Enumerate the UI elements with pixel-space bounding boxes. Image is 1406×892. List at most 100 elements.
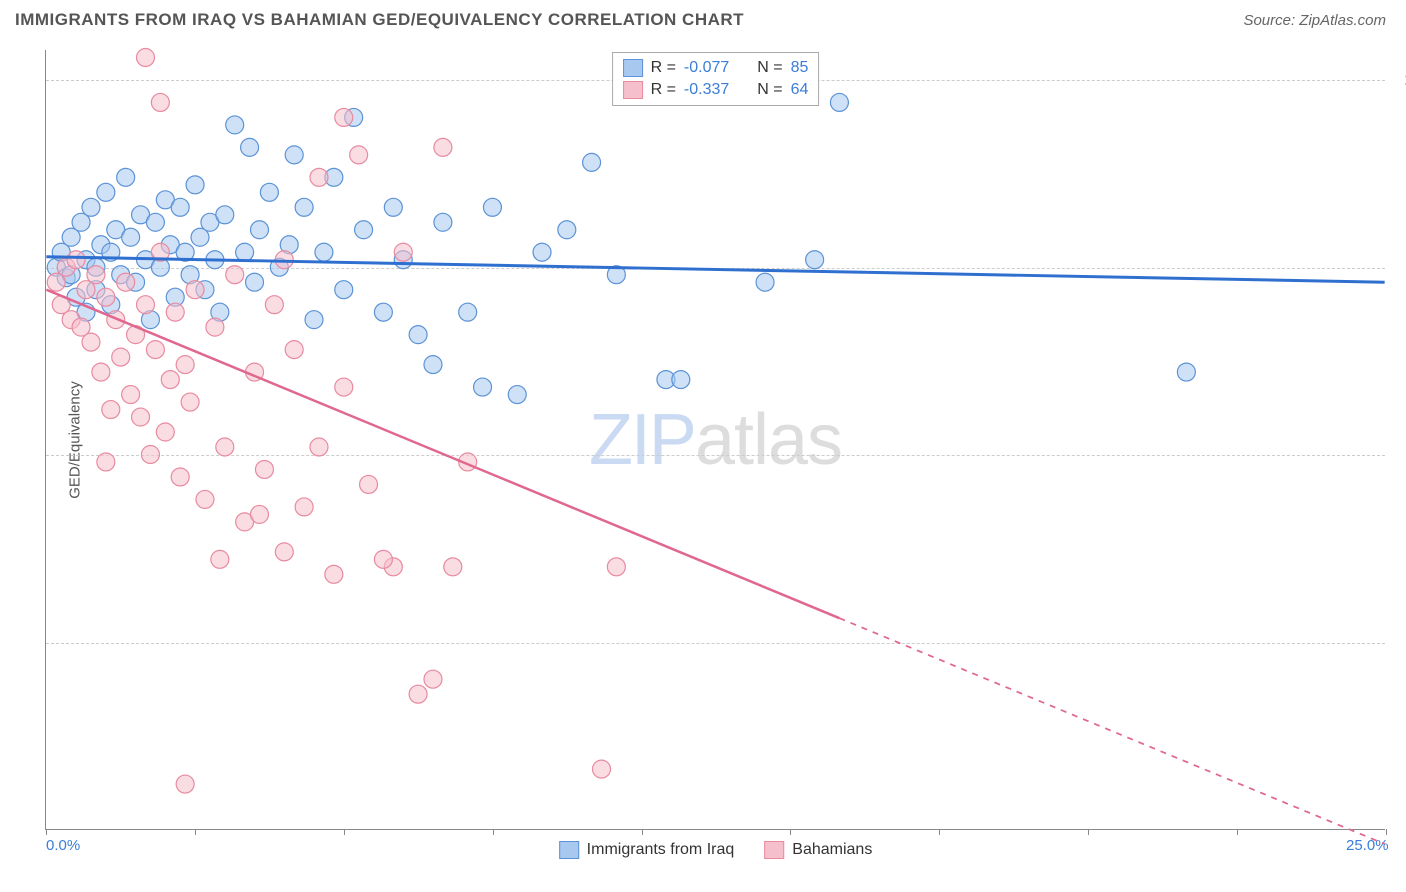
data-point xyxy=(265,296,283,314)
stats-legend-row: R = -0.337 N = 64 xyxy=(623,79,809,101)
data-point xyxy=(275,543,293,561)
data-point xyxy=(409,326,427,344)
data-point xyxy=(474,378,492,396)
data-point xyxy=(350,146,368,164)
data-point xyxy=(424,356,442,374)
legend-swatch xyxy=(559,841,579,859)
stat-r-value: -0.077 xyxy=(684,59,729,77)
data-point xyxy=(756,273,774,291)
data-point xyxy=(241,138,259,156)
data-point xyxy=(146,341,164,359)
data-point xyxy=(161,371,179,389)
x-tick-mark xyxy=(493,829,494,835)
stats-legend-row: R =-0.077N =85 xyxy=(623,57,809,79)
data-point xyxy=(186,281,204,299)
x-tick-mark xyxy=(195,829,196,835)
x-tick-mark xyxy=(939,829,940,835)
data-point xyxy=(166,303,184,321)
data-point xyxy=(137,49,155,67)
data-point xyxy=(335,378,353,396)
data-point xyxy=(295,198,313,216)
data-point xyxy=(394,243,412,261)
data-point xyxy=(246,273,264,291)
series-legend-item: Immigrants from Iraq xyxy=(559,841,735,859)
chart-title: IMMIGRANTS FROM IRAQ VS BAHAMIAN GED/EQU… xyxy=(15,10,744,30)
data-point xyxy=(97,453,115,471)
data-point xyxy=(285,341,303,359)
data-point xyxy=(102,401,120,419)
data-point xyxy=(122,386,140,404)
data-point xyxy=(508,386,526,404)
x-tick-mark xyxy=(344,829,345,835)
y-tick-label: 62.5% xyxy=(1395,634,1406,651)
y-tick-label: 100.0% xyxy=(1395,72,1406,89)
data-point xyxy=(176,775,194,793)
data-point xyxy=(260,183,278,201)
stat-r-value: -0.337 xyxy=(684,81,729,99)
data-point xyxy=(384,198,402,216)
x-tick-mark xyxy=(1386,829,1387,835)
data-point xyxy=(181,393,199,411)
source-label: Source: ZipAtlas.com xyxy=(1243,12,1386,29)
data-point xyxy=(424,670,442,688)
data-point xyxy=(533,243,551,261)
data-point xyxy=(226,116,244,134)
x-tick-mark xyxy=(642,829,643,835)
data-point xyxy=(156,423,174,441)
data-point xyxy=(251,505,269,523)
data-point xyxy=(97,288,115,306)
data-point xyxy=(335,108,353,126)
data-point xyxy=(216,438,234,456)
data-point xyxy=(82,333,100,351)
stat-r-label: R = xyxy=(651,81,676,99)
data-point xyxy=(335,281,353,299)
data-point xyxy=(97,183,115,201)
data-point xyxy=(82,198,100,216)
data-point xyxy=(374,550,392,568)
data-point xyxy=(92,363,110,381)
series-legend-item: Bahamians xyxy=(764,841,872,859)
data-point xyxy=(806,251,824,269)
data-point xyxy=(593,760,611,778)
chart-area: GED/Equivalency ZIPatlas 62.5%75.0%87.5%… xyxy=(45,50,1385,830)
data-point xyxy=(137,296,155,314)
data-point xyxy=(1177,363,1195,381)
data-point xyxy=(672,371,690,389)
data-point xyxy=(122,228,140,246)
data-point xyxy=(434,213,452,231)
x-tick-label: 0.0% xyxy=(46,837,80,854)
data-point xyxy=(67,251,85,269)
data-point xyxy=(255,460,273,478)
data-point xyxy=(141,445,159,463)
data-point xyxy=(409,685,427,703)
data-point xyxy=(830,93,848,111)
data-point xyxy=(483,198,501,216)
data-point xyxy=(310,438,328,456)
data-point xyxy=(444,558,462,576)
x-tick-mark xyxy=(1237,829,1238,835)
x-tick-label: 25.0% xyxy=(1346,837,1389,854)
data-point xyxy=(87,266,105,284)
stat-n-value: 64 xyxy=(791,81,809,99)
legend-swatch xyxy=(623,59,643,77)
data-point xyxy=(146,213,164,231)
scatter-plot xyxy=(46,50,1385,829)
legend-swatch xyxy=(623,81,643,99)
data-point xyxy=(583,153,601,171)
data-point xyxy=(360,475,378,493)
data-point xyxy=(216,206,234,224)
y-tick-label: 75.0% xyxy=(1395,447,1406,464)
data-point xyxy=(325,565,343,583)
data-point xyxy=(117,168,135,186)
data-point xyxy=(315,243,333,261)
x-tick-mark xyxy=(1088,829,1089,835)
data-point xyxy=(171,198,189,216)
stat-n-label: N = xyxy=(757,81,782,99)
data-point xyxy=(558,221,576,239)
data-point xyxy=(374,303,392,321)
data-point xyxy=(459,303,477,321)
data-point xyxy=(186,176,204,194)
data-point xyxy=(226,266,244,284)
data-point xyxy=(295,498,313,516)
x-tick-mark xyxy=(46,829,47,835)
